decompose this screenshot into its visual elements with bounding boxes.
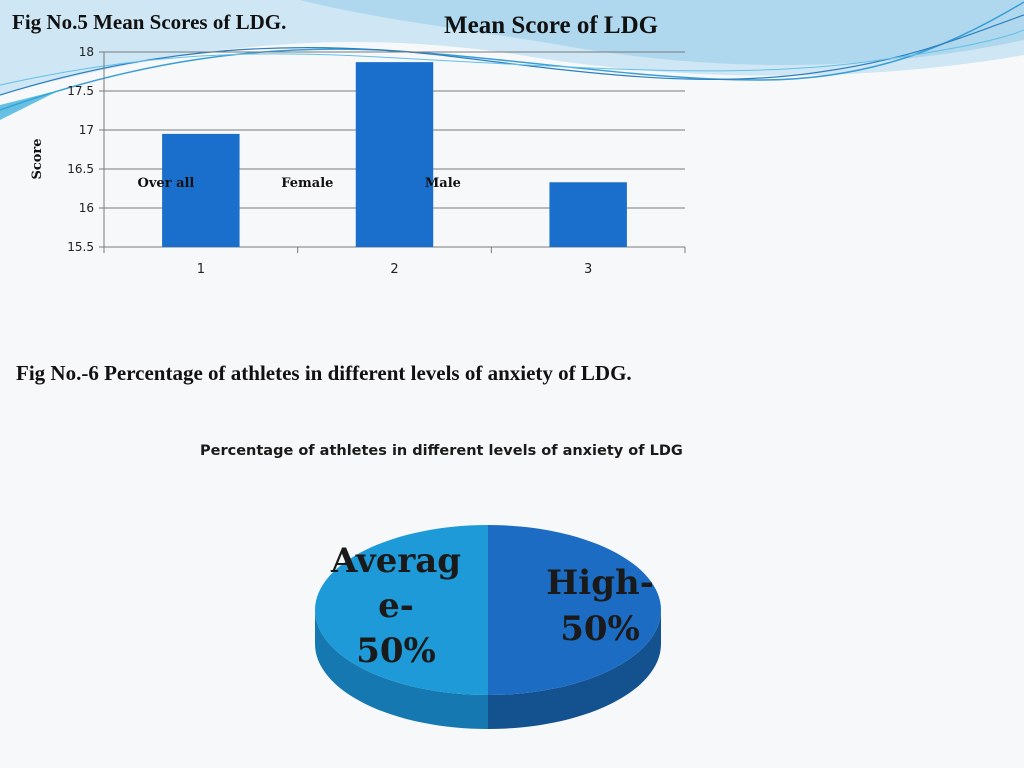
y-tick-label: 16: [79, 201, 94, 215]
pie-slice-side-high: [488, 610, 661, 729]
y-tick-label: 16.5: [67, 162, 94, 176]
pie-slice-side-average: [315, 610, 488, 729]
bar-chart: 15.5 16 16.5 17 17.5 18 1 Over all 2 Female 3 Male S…: [30, 45, 686, 277]
pie-slice-average: [315, 525, 488, 695]
bar-annotation: Female: [281, 176, 333, 191]
figure-5-caption: Fig No.5 Mean Scores of LDG.: [12, 10, 287, 34]
x-tick-label: 3: [584, 262, 592, 277]
y-tick-label: 17: [79, 123, 94, 137]
bar-chart-title: Mean Score of LDG: [444, 12, 659, 39]
y-axis-label: Score: [30, 138, 45, 179]
y-tick-label: 17.5: [67, 84, 94, 98]
bar: [549, 182, 627, 247]
pie-chart: High-50% Averag e-50%: [315, 525, 661, 729]
y-tick-label: 18: [79, 45, 94, 59]
pie-slice-high: [488, 525, 661, 695]
x-tick-label: 1: [197, 262, 205, 277]
background-waves: [0, 0, 1024, 120]
x-tick-label: 2: [390, 262, 398, 277]
bar-annotation: Over all: [138, 176, 195, 191]
bar: [162, 133, 240, 247]
pie-label-high: High-50%: [546, 563, 654, 649]
bar: [355, 62, 434, 247]
bar-annotation: Male: [425, 176, 461, 191]
y-tick-label: 15.5: [67, 240, 94, 254]
pie-chart-title: Percentage of athletes in different leve…: [200, 443, 683, 459]
pie-label-average: Averag e-50%: [330, 541, 461, 671]
figure-6-caption: Fig No.-6 Percentage of athletes in diff…: [16, 361, 632, 385]
